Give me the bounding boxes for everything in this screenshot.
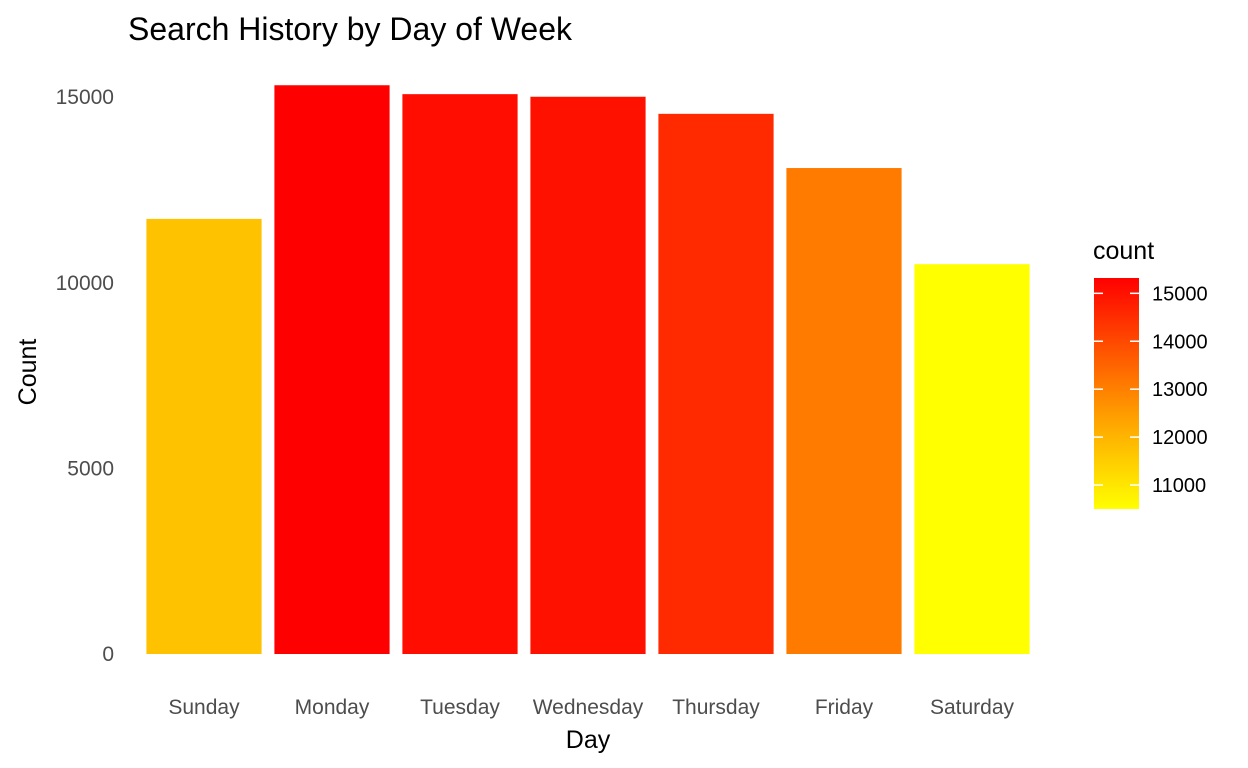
y-tick-label: 10000 (56, 272, 114, 295)
x-axis-title: Day (566, 726, 611, 754)
x-axis-ticks: Sunday Monday Tuesday Wednesday Thursday Frid… (168, 696, 1014, 719)
x-tick-label: Monday (295, 696, 370, 719)
x-tick-label: Friday (815, 696, 874, 719)
legend-tick-label: 14000 (1152, 331, 1208, 353)
y-tick-label: 15000 (56, 86, 114, 109)
x-tick-label: Saturday (930, 696, 1015, 719)
bars-group (146, 85, 1030, 655)
legend-tick-label: 15000 (1152, 283, 1208, 305)
y-tick-label: 5000 (67, 457, 114, 480)
x-tick-label: Tuesday (420, 696, 500, 719)
legend-tick-label: 13000 (1152, 379, 1208, 401)
legend-tick-label: 11000 (1152, 475, 1206, 497)
y-axis-ticks: 0 5000 10000 15000 (56, 86, 114, 666)
y-axis-title: Count (14, 339, 42, 406)
legend-tick-label: 12000 (1152, 427, 1208, 449)
x-tick-label: Sunday (168, 696, 240, 719)
x-tick-label: Wednesday (533, 696, 644, 719)
x-tick-label: Thursday (672, 696, 760, 719)
bar-sunday (146, 218, 262, 654)
y-tick-label: 0 (102, 643, 114, 666)
color-legend: count 11000 12000 13000 14000 15000 (1093, 237, 1208, 509)
bar-friday (786, 168, 902, 654)
legend-colorbar (1094, 278, 1139, 509)
legend-title: count (1093, 237, 1154, 265)
bar-saturday (914, 264, 1030, 654)
bar-monday (274, 85, 390, 655)
bar-thursday (658, 113, 774, 655)
bar-wednesday (530, 96, 646, 654)
chart-title: Search History by Day of Week (128, 11, 573, 47)
bar-tuesday (402, 94, 518, 654)
